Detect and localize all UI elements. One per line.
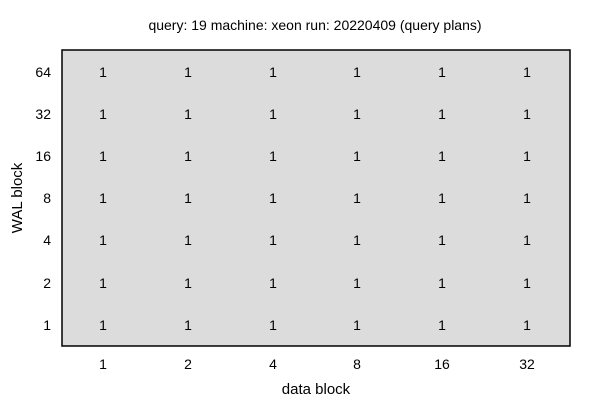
cell-value-label: 1 — [438, 275, 446, 291]
cell-value-label: 1 — [269, 232, 277, 248]
cell-value-label: 1 — [523, 190, 531, 206]
cell-value-label: 1 — [99, 317, 107, 333]
cell-value-label: 1 — [99, 190, 107, 206]
x-tick-label: 4 — [269, 356, 277, 372]
y-tick-label: 1 — [43, 317, 51, 333]
cell-value-label: 1 — [353, 148, 361, 164]
cell-value-label: 1 — [269, 64, 277, 80]
cell-value-label: 1 — [184, 275, 192, 291]
cell-value-label: 1 — [184, 106, 192, 122]
y-tick-label: 32 — [35, 106, 51, 122]
cell-value-label: 1 — [99, 275, 107, 291]
cell-value-label: 1 — [184, 148, 192, 164]
cell-labels: 1 1 1 1 1 1 1 1 1 1 1 1 1 1 1 1 1 1 1 1 1 1 1 1 1 1 1 1 1 1 1 1 1 1 1 1 1 1 1 1… — [99, 64, 531, 333]
x-axis-label: data block — [282, 381, 351, 398]
cell-value-label: 1 — [523, 64, 531, 80]
x-tick-label: 8 — [353, 356, 361, 372]
y-tick-label: 16 — [35, 148, 51, 164]
cell-value-label: 1 — [353, 190, 361, 206]
cell-value-label: 1 — [99, 64, 107, 80]
x-tick-label: 16 — [434, 356, 450, 372]
cell-value-label: 1 — [184, 190, 192, 206]
plot-area — [61, 49, 571, 347]
cell-value-label: 1 — [523, 317, 531, 333]
cell-value-label: 1 — [438, 148, 446, 164]
x-tick-label: 32 — [519, 356, 535, 372]
cell-value-label: 1 — [269, 106, 277, 122]
cell-value-label: 1 — [353, 64, 361, 80]
cell-value-label: 1 — [523, 232, 531, 248]
x-tick-labels: 1 2 4 8 16 32 — [99, 356, 535, 372]
y-tick-label: 64 — [35, 64, 51, 80]
cell-value-label: 1 — [99, 148, 107, 164]
y-tick-label: 4 — [43, 232, 51, 248]
cell-value-label: 1 — [353, 275, 361, 291]
cell-value-label: 1 — [353, 317, 361, 333]
cell-value-label: 1 — [438, 106, 446, 122]
cell-value-label: 1 — [269, 317, 277, 333]
x-tick-label: 1 — [99, 356, 107, 372]
cell-value-label: 1 — [438, 64, 446, 80]
cell-value-label: 1 — [438, 190, 446, 206]
cell-value-label: 1 — [269, 148, 277, 164]
cell-value-label: 1 — [353, 106, 361, 122]
cell-value-label: 1 — [99, 106, 107, 122]
cell-value-label: 1 — [269, 190, 277, 206]
y-tick-label: 8 — [43, 190, 51, 206]
x-tick-label: 2 — [184, 356, 192, 372]
cell-value-label: 1 — [184, 64, 192, 80]
cell-value-label: 1 — [269, 275, 277, 291]
cell-value-label: 1 — [184, 317, 192, 333]
cell-value-label: 1 — [184, 232, 192, 248]
y-tick-labels: 64 32 16 8 4 2 1 — [35, 64, 51, 333]
cell-value-label: 1 — [523, 148, 531, 164]
cell-value-label: 1 — [353, 232, 361, 248]
cell-value-label: 1 — [99, 232, 107, 248]
y-tick-label: 2 — [43, 275, 51, 291]
cell-value-label: 1 — [523, 106, 531, 122]
cell-value-label: 1 — [438, 232, 446, 248]
cell-value-label: 1 — [523, 275, 531, 291]
y-axis-label: WAL block — [9, 162, 26, 233]
cell-value-label: 1 — [438, 317, 446, 333]
chart-title: query: 19 machine: xeon run: 20220409 (q… — [148, 17, 481, 33]
